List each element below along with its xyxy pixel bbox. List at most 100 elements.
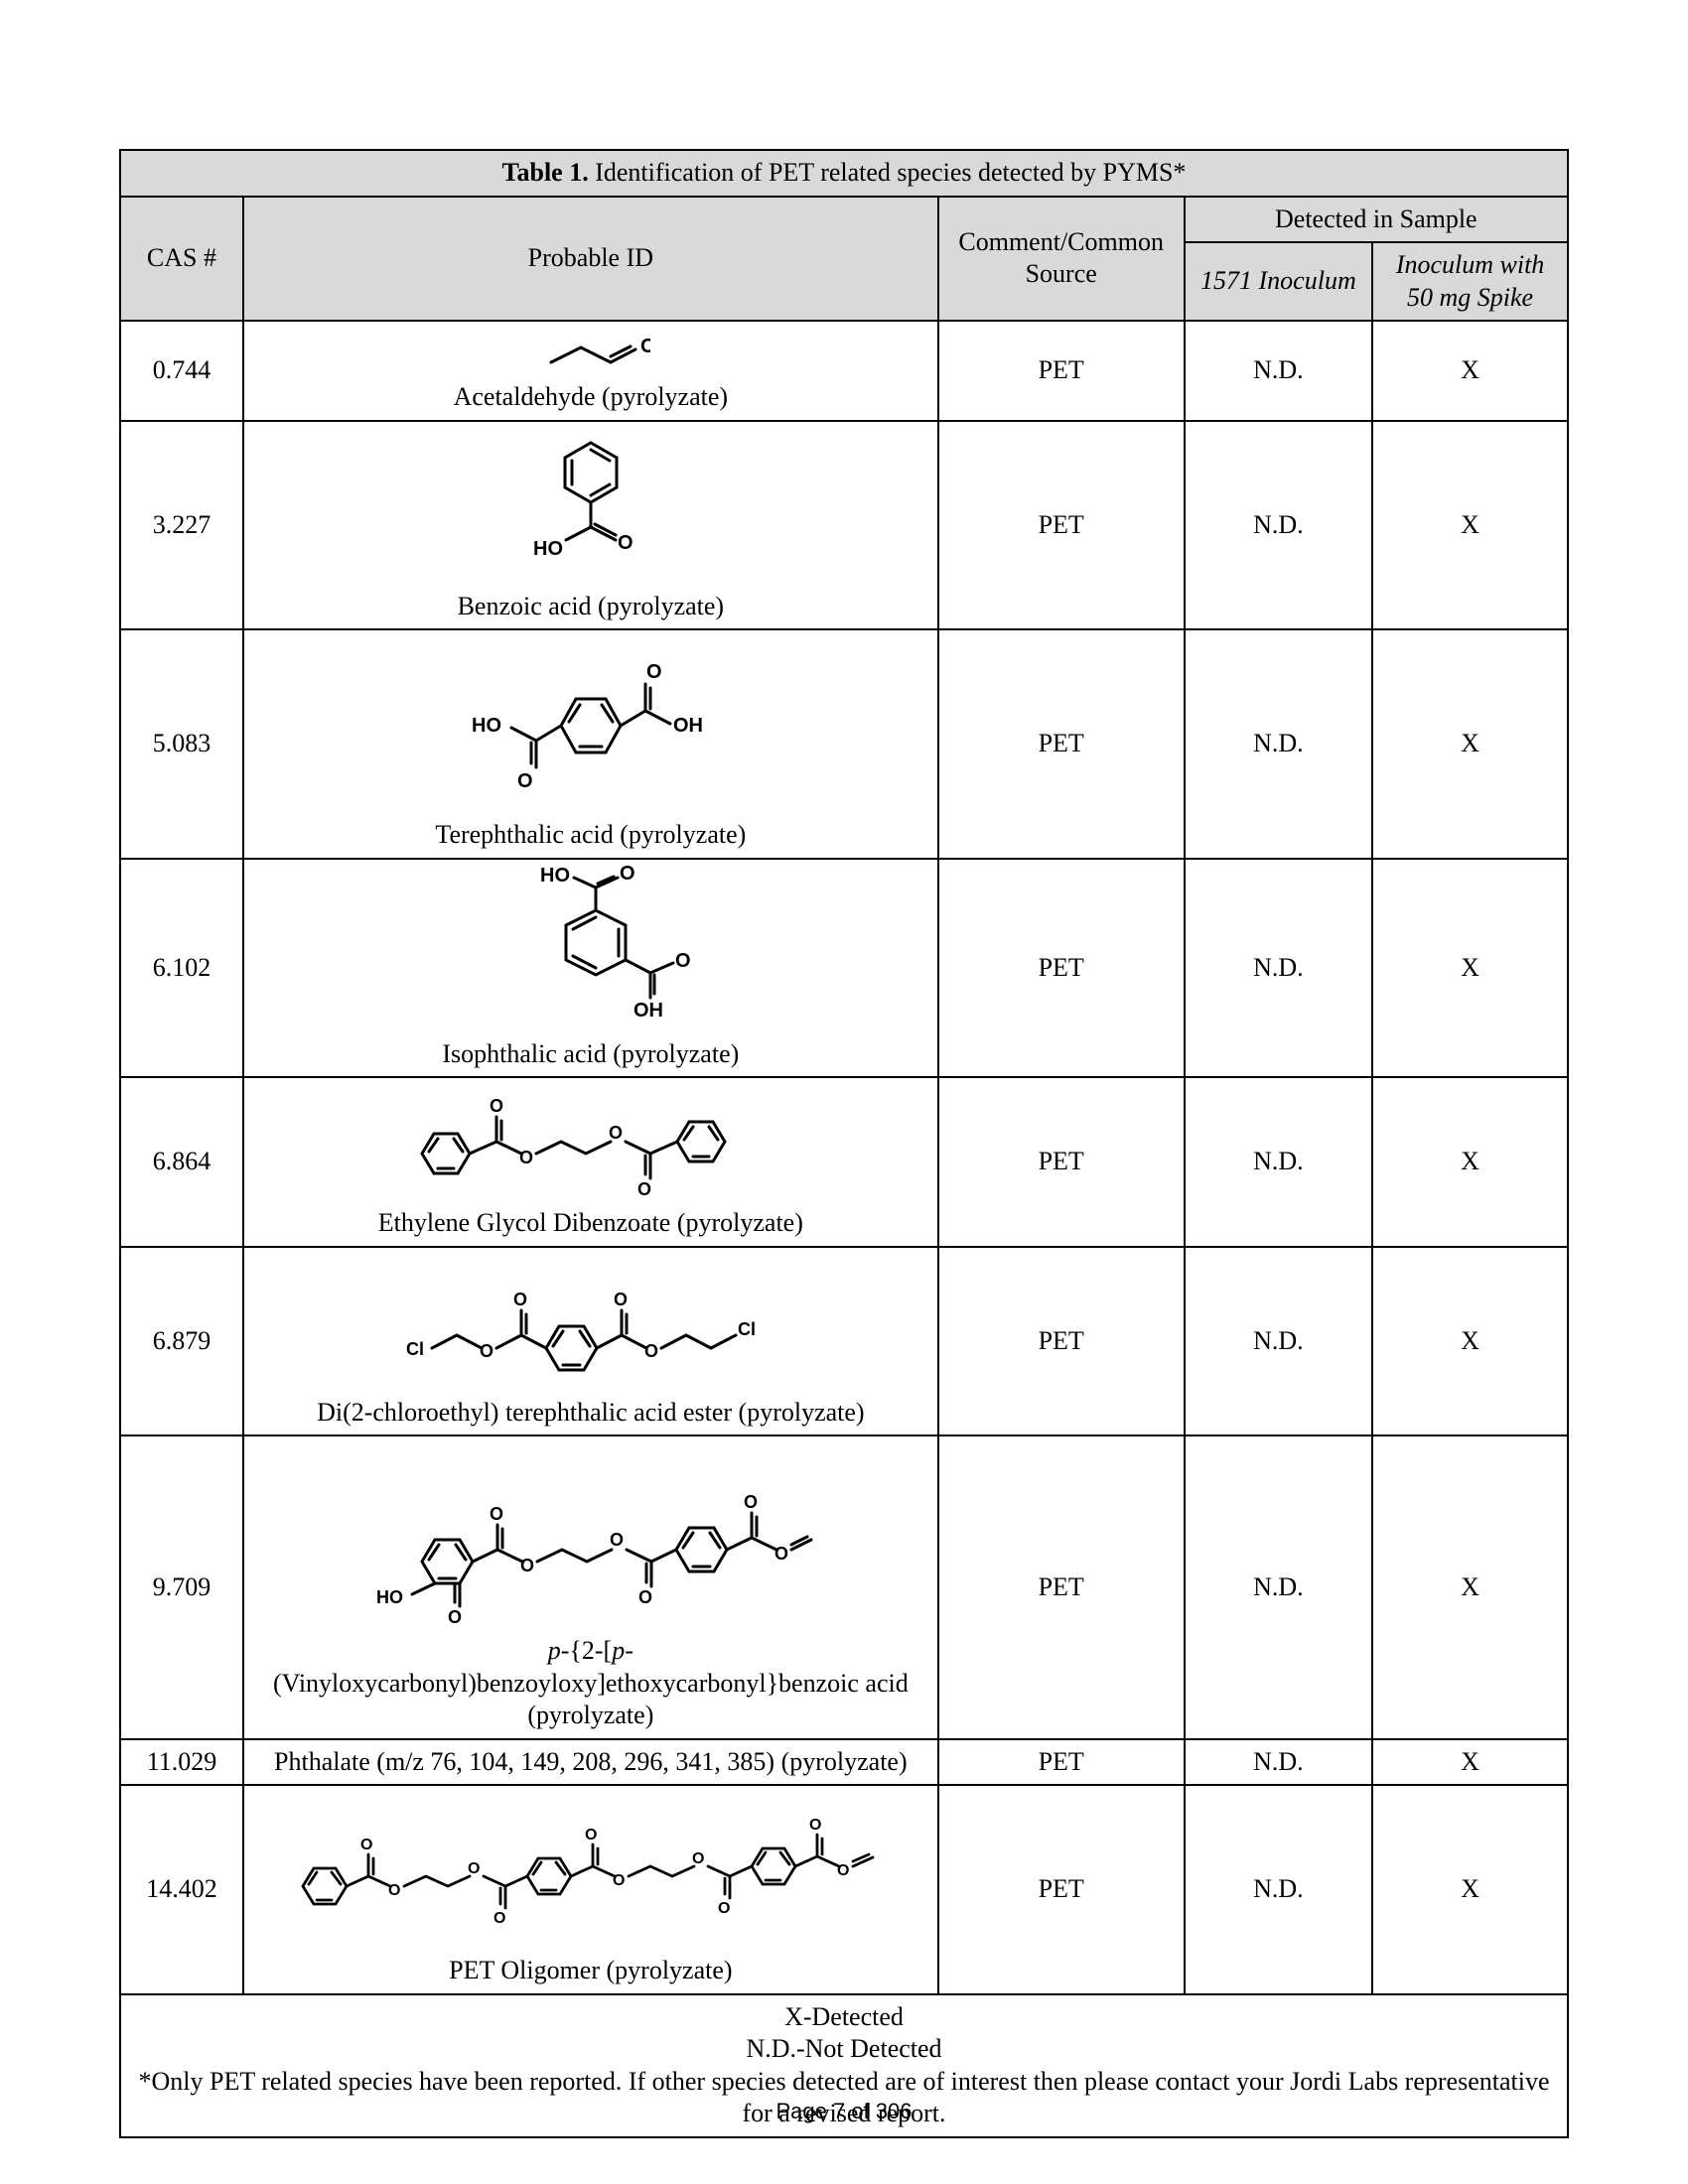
svg-text:O: O bbox=[620, 866, 635, 885]
chem-structure-pet-oligomer: O O O O O O O O O O bbox=[283, 1792, 899, 1951]
cell-cas: 6.879 bbox=[120, 1247, 243, 1436]
title-rest: Identification of PET related species de… bbox=[589, 158, 1187, 187]
cell-d2: X bbox=[1372, 421, 1568, 630]
cell-comment: PET bbox=[938, 629, 1185, 859]
svg-text:O: O bbox=[448, 1607, 462, 1627]
cell-cas: 3.227 bbox=[120, 421, 243, 630]
header-row-1: CAS # Probable ID Comment/Common Source … bbox=[120, 197, 1568, 243]
chem-label: Terephthalic acid (pyrolyzate) bbox=[435, 819, 746, 852]
header-spike: Inoculum with 50 mg Spike bbox=[1372, 242, 1568, 321]
cell-d1: N.D. bbox=[1185, 1077, 1373, 1247]
cell-probable-id: O Acetaldehyde (pyrolyzate) bbox=[243, 321, 938, 421]
svg-text:O: O bbox=[468, 1860, 480, 1877]
svg-text:O: O bbox=[618, 532, 633, 554]
svg-text:O: O bbox=[692, 1850, 704, 1867]
svg-text:Cl: Cl bbox=[738, 1319, 756, 1339]
svg-text:O: O bbox=[480, 1341, 493, 1361]
footnote-l2: N.D.-Not Detected bbox=[131, 2033, 1557, 2066]
svg-text:O: O bbox=[744, 1492, 758, 1512]
svg-text:O: O bbox=[837, 1862, 849, 1879]
table-row: 6.879 Cl bbox=[120, 1247, 1568, 1436]
chem-structure-vinyloxy: O HO O O O O O O bbox=[362, 1442, 819, 1631]
cell-d1: N.D. bbox=[1185, 1435, 1373, 1739]
svg-text:HO: HO bbox=[540, 866, 570, 887]
svg-text:HO: HO bbox=[376, 1587, 403, 1607]
cell-cas: 14.402 bbox=[120, 1785, 243, 1994]
svg-text:O: O bbox=[585, 1827, 597, 1843]
chem-structure-benzoic-acid: O HO bbox=[521, 428, 660, 587]
svg-text:O: O bbox=[519, 1148, 533, 1167]
cell-comment: PET bbox=[938, 421, 1185, 630]
svg-text:HO: HO bbox=[533, 538, 563, 560]
svg-text:O: O bbox=[614, 1290, 628, 1309]
header-1571: 1571 Inoculum bbox=[1185, 242, 1373, 321]
table-row: 9.709 bbox=[120, 1435, 1568, 1739]
svg-text:O: O bbox=[613, 1872, 625, 1889]
chem-structure-terephthalic-acid: O OH O HO bbox=[462, 636, 720, 815]
chem-structure-acetaldehyde: O bbox=[531, 328, 650, 377]
cell-cas: 11.029 bbox=[120, 1739, 243, 1786]
table-row: 0.744 O Acetaldehyde (pyrolyzate) PET N.… bbox=[120, 321, 1568, 421]
svg-text:O: O bbox=[675, 950, 691, 972]
table-row: 11.029 Phthalate (m/z 76, 104, 149, 208,… bbox=[120, 1739, 1568, 1786]
cell-comment: PET bbox=[938, 1077, 1185, 1247]
cell-d2: X bbox=[1372, 1435, 1568, 1739]
svg-text:O: O bbox=[809, 1817, 821, 1834]
cell-probable-id: O O O O Ethylene Glycol Dibenzoate (pyro… bbox=[243, 1077, 938, 1247]
svg-text:O: O bbox=[640, 336, 650, 357]
svg-text:O: O bbox=[520, 1556, 534, 1575]
svg-text:O: O bbox=[774, 1544, 788, 1564]
table-title-row: Table 1. Identification of PET related s… bbox=[120, 150, 1568, 197]
svg-text:O: O bbox=[610, 1530, 624, 1550]
cell-cas: 9.709 bbox=[120, 1435, 243, 1739]
chem-label: PET Oligomer (pyrolyzate) bbox=[449, 1955, 732, 1987]
cell-cas: 5.083 bbox=[120, 629, 243, 859]
header-cas: CAS # bbox=[120, 197, 243, 322]
cell-d1: N.D. bbox=[1185, 321, 1373, 421]
svg-text:Cl: Cl bbox=[406, 1339, 424, 1359]
svg-text:O: O bbox=[609, 1123, 623, 1143]
cell-d1: N.D. bbox=[1185, 859, 1373, 1078]
cell-probable-id: O HO O O O O O O p-{2-[p- (Vinyloxycarbo… bbox=[243, 1435, 938, 1739]
cell-d2: X bbox=[1372, 1739, 1568, 1786]
cell-comment: PET bbox=[938, 1785, 1185, 1994]
chem-label: Isophthalic acid (pyrolyzate) bbox=[442, 1038, 739, 1071]
svg-text:O: O bbox=[638, 1587, 652, 1607]
chem-label: Di(2-chloroethyl) terephthalic acid este… bbox=[317, 1397, 865, 1430]
cell-d2: X bbox=[1372, 1785, 1568, 1994]
svg-text:O: O bbox=[718, 1900, 730, 1917]
table-row: 5.083 O OH O HO Tereph bbox=[120, 629, 1568, 859]
cell-probable-id: Phthalate (m/z 76, 104, 149, 208, 296, 3… bbox=[243, 1739, 938, 1786]
chem-label: Acetaldehyde (pyrolyzate) bbox=[454, 381, 728, 414]
chem-structure-egdb: O O O O bbox=[402, 1084, 779, 1203]
chem-label: p-{2-[p- (Vinyloxycarbonyl)benzoyloxy]et… bbox=[254, 1635, 927, 1732]
cell-probable-id: Cl O O O O Cl Di(2-chloroethyl) terephth… bbox=[243, 1247, 938, 1436]
svg-text:O: O bbox=[644, 1341, 658, 1361]
cell-probable-id: O HO Benzoic acid (pyrolyzate) bbox=[243, 421, 938, 630]
svg-text:OH: OH bbox=[633, 1000, 663, 1022]
svg-text:O: O bbox=[646, 661, 662, 683]
svg-text:O: O bbox=[517, 770, 533, 792]
data-table: Table 1. Identification of PET related s… bbox=[119, 149, 1569, 2138]
cell-d2: X bbox=[1372, 1247, 1568, 1436]
chem-label: Ethylene Glycol Dibenzoate (pyrolyzate) bbox=[378, 1207, 803, 1240]
footnote-l1: X-Detected bbox=[131, 2001, 1557, 2034]
cell-probable-id: O O O O O O O O O O PET Oligomer (pyroly… bbox=[243, 1785, 938, 1994]
cell-cas: 0.744 bbox=[120, 321, 243, 421]
svg-text:O: O bbox=[490, 1504, 503, 1524]
chem-structure-isophthalic-acid: HO O O OH bbox=[477, 866, 705, 1034]
svg-text:O: O bbox=[637, 1179, 651, 1199]
cell-d2: X bbox=[1372, 321, 1568, 421]
cell-comment: PET bbox=[938, 1739, 1185, 1786]
chem-structure-dichloroethyl: Cl O O O O Cl bbox=[382, 1254, 799, 1393]
cell-d1: N.D. bbox=[1185, 421, 1373, 630]
cell-d1: N.D. bbox=[1185, 629, 1373, 859]
cell-cas: 6.102 bbox=[120, 859, 243, 1078]
header-comment: Comment/Common Source bbox=[938, 197, 1185, 322]
cell-d2: X bbox=[1372, 859, 1568, 1078]
page-number: Page 7 of 306 bbox=[0, 2099, 1688, 2124]
cell-comment: PET bbox=[938, 1247, 1185, 1436]
svg-text:HO: HO bbox=[472, 715, 501, 737]
svg-text:O: O bbox=[388, 1882, 400, 1899]
cell-d1: N.D. bbox=[1185, 1785, 1373, 1994]
